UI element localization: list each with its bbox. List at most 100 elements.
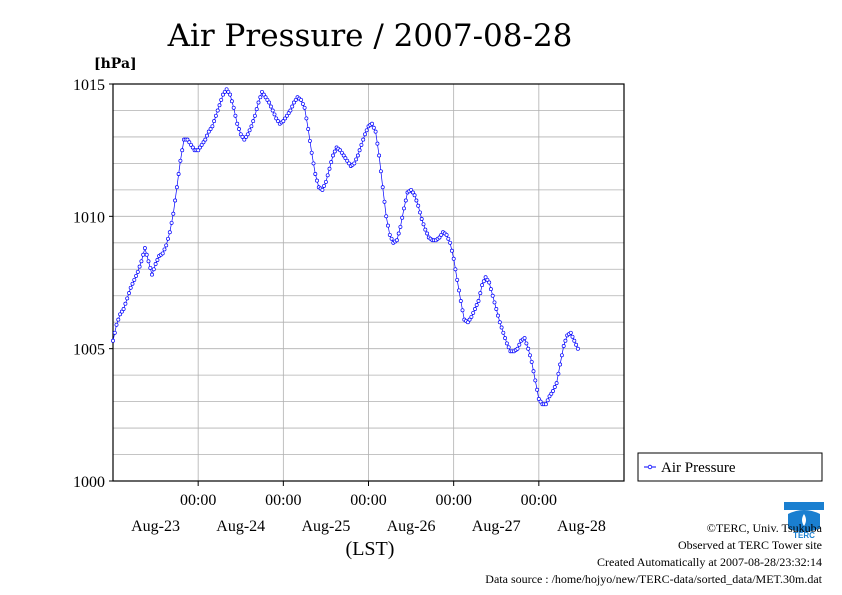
x-tick-time-label: 00:00 [180, 492, 216, 509]
data-point [504, 341, 509, 346]
data-point [320, 187, 325, 192]
data-point [169, 220, 174, 225]
data-point [327, 166, 332, 171]
data-point [302, 105, 307, 110]
y-tick-label: 1005 [73, 342, 105, 359]
data-point [355, 153, 360, 158]
data-point [155, 258, 160, 262]
data-point [425, 231, 430, 236]
data-point [524, 341, 529, 346]
data-point [151, 267, 156, 272]
data-point [293, 97, 298, 102]
data-point [572, 338, 577, 343]
data-point [483, 275, 488, 280]
data-point [549, 391, 554, 396]
data-point [139, 259, 144, 264]
data-point [121, 307, 126, 311]
data-point [409, 187, 414, 192]
data-point [245, 132, 250, 137]
data-point [228, 92, 233, 97]
data-point [274, 116, 279, 121]
data-point [474, 303, 479, 307]
legend-box [637, 452, 823, 482]
data-point [455, 277, 460, 282]
data-point [221, 92, 225, 97]
data-point [570, 334, 575, 339]
data-point [487, 280, 492, 285]
data-point [141, 252, 146, 257]
data-point [561, 344, 566, 348]
data-point [215, 108, 220, 113]
data-point [480, 283, 485, 288]
data-point [206, 129, 211, 134]
data-point [142, 246, 147, 251]
data-point [370, 121, 374, 126]
data-point [371, 125, 376, 130]
data-point [554, 381, 559, 386]
data-point [574, 342, 579, 347]
data-point [485, 277, 490, 282]
data-point [263, 95, 268, 100]
data-point [180, 148, 185, 153]
grid-lines [113, 84, 624, 481]
data-point [389, 236, 394, 241]
data-point [398, 224, 403, 229]
data-point [219, 97, 224, 102]
data-point [364, 128, 369, 133]
data-point [203, 137, 208, 142]
data-point [416, 203, 421, 208]
data-point [288, 108, 293, 113]
data-point [329, 160, 334, 165]
data-point [478, 291, 483, 296]
y-axis-unit-label: [hPa] [94, 56, 137, 72]
data-point [233, 113, 238, 118]
data-point [313, 172, 318, 176]
data-point [189, 142, 194, 147]
data-point [536, 397, 541, 401]
data-point [412, 193, 417, 198]
data-point [112, 330, 117, 335]
data-point [556, 371, 561, 376]
data-point [373, 129, 378, 134]
data-point [338, 148, 343, 153]
data-point [237, 127, 241, 131]
logo-text: TERC [793, 531, 815, 540]
data-point [304, 116, 309, 121]
data-point [347, 161, 351, 166]
data-point [396, 231, 401, 236]
data-point [249, 124, 254, 129]
data-point [309, 150, 314, 155]
data-point [465, 320, 470, 325]
data-point [173, 198, 178, 203]
x-tick-labels: 00:00Aug-2300:00Aug-2400:00Aug-2500:00Au… [131, 492, 606, 535]
data-point [503, 336, 508, 341]
data-point [517, 342, 522, 347]
data-point [488, 287, 493, 292]
data-point [311, 161, 316, 166]
data-point [272, 112, 277, 117]
data-point [325, 173, 330, 178]
credit-site: Observed at TERC Tower site [678, 538, 822, 552]
data-point [268, 104, 273, 109]
data-point [361, 137, 366, 142]
data-point [394, 238, 399, 243]
data-point [345, 158, 350, 163]
data-point [299, 97, 304, 102]
legend-marker-swatch [647, 464, 653, 470]
data-point [563, 338, 568, 343]
data-point [212, 119, 217, 124]
data-point [323, 179, 328, 184]
data-point [496, 313, 500, 318]
data-point [238, 132, 243, 137]
data-point [352, 161, 357, 166]
data-point [116, 317, 121, 322]
data-point [252, 113, 257, 118]
data-point [322, 183, 327, 188]
data-point [531, 369, 536, 374]
logo-drop [802, 514, 806, 526]
data-point [497, 320, 502, 325]
data-point [387, 232, 392, 237]
data-point [552, 385, 557, 389]
data-point [490, 293, 495, 298]
